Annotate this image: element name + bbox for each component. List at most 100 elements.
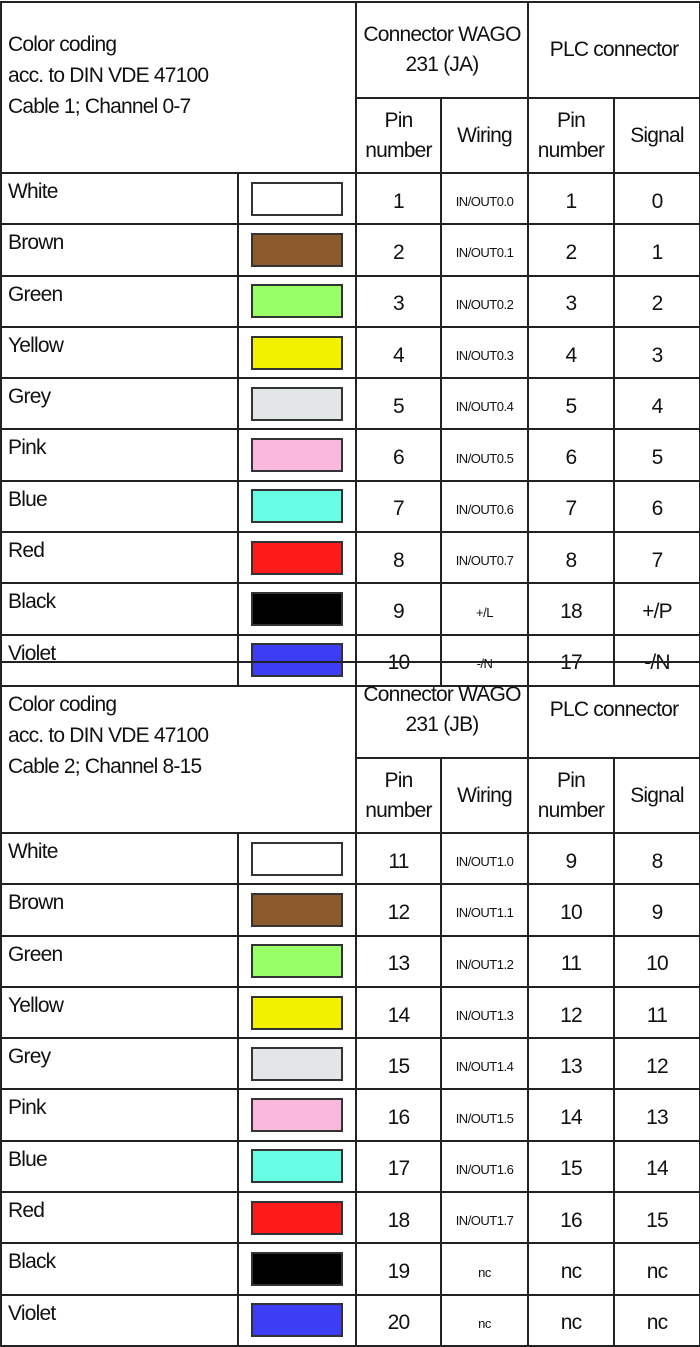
plc-pin-number: 4 [527,325,615,380]
color-swatch [251,1098,343,1133]
color-swatch-cell [237,883,357,937]
wiring: IN/OUT0.0 [440,171,529,226]
pin-number: 2 [355,223,442,277]
wiring: IN/OUT0.1 [440,223,529,277]
plc-pin-number: 3 [527,274,615,328]
plc-pin-number: 5 [527,377,615,431]
pin-number: 16 [355,1088,442,1142]
signal: 11 [612,985,700,1040]
table-row: Red 18 IN/OUT1.7 16 15 [0,1191,700,1245]
wiring: IN/OUT1.0 [440,831,529,886]
table-row: Green 13 IN/OUT1.2 11 10 [0,934,700,988]
color-swatch-cell [237,985,357,1040]
color-name: Red [0,531,239,585]
color-swatch [251,284,343,319]
plc-header: PLC connector [526,1,700,99]
pin-number-header: Pin number [355,97,442,174]
color-swatch [251,540,343,575]
pin-number: 19 [355,1242,442,1296]
wiring: nc [440,1242,529,1296]
color-name: Brown [0,223,239,277]
color-swatch [251,386,343,421]
color-name: Green [0,934,239,988]
plc-pin-number-header: Pin number [527,757,615,834]
color-swatch [251,1303,343,1338]
signal: 10 [612,934,700,988]
signal: nc [612,1242,700,1296]
pin-number: 20 [355,1293,442,1347]
color-name: Yellow [0,985,239,1040]
color-swatch [251,438,343,473]
wiring: IN/OUT0.6 [440,479,529,534]
signal: 2 [612,274,700,328]
table-row: Red 8 IN/OUT0.7 8 7 [0,531,700,585]
signal: 15 [612,1191,700,1245]
plc-pin-number: 12 [527,985,615,1040]
table-row: Black 19 nc nc nc [0,1242,700,1296]
connector-header: Connector WAGO 231 (JA) [355,1,529,99]
title-line: Color coding [8,693,117,716]
title-line: Cable 1; Channel 0-7 [8,95,191,118]
signal: 12 [612,1037,700,1091]
plc-pin-number: 18 [527,582,615,636]
table-row: Pink 16 IN/OUT1.5 14 13 [0,1088,700,1142]
color-name: Green [0,274,239,328]
color-name: Blue [0,479,239,534]
color-coding-table-cable-2: Color coding acc. to DIN VDE 47100 Cable 2… [0,661,700,1347]
color-name: Grey [0,1037,239,1091]
signal: nc [612,1293,700,1347]
plc-pin-number: 8 [527,531,615,585]
color-name: Red [0,1191,239,1245]
wiring: +/L [440,582,529,636]
color-name: Grey [0,377,239,431]
wiring: IN/OUT0.2 [440,274,529,328]
signal: 1 [612,223,700,277]
color-name: Pink [0,1088,239,1142]
color-swatch-cell [237,325,357,380]
wiring: IN/OUT0.4 [440,377,529,431]
table-row: Brown 2 IN/OUT0.1 2 1 [0,223,700,277]
color-swatch [251,232,343,267]
signal: 8 [612,831,700,886]
color-name: Yellow [0,325,239,380]
pin-number-header: Pin number [355,757,442,834]
signal: 13 [612,1088,700,1142]
table-row: Grey 5 IN/OUT0.4 5 4 [0,377,700,431]
color-swatch-cell [237,1242,357,1296]
color-name: Blue [0,1139,239,1194]
wiring: IN/OUT1.6 [440,1139,529,1194]
pin-number: 9 [355,582,442,636]
table-row: Blue 7 IN/OUT0.6 7 6 [0,479,700,534]
signal: 14 [612,1139,700,1194]
color-swatch [251,1200,343,1235]
color-swatch [251,892,343,927]
title-line: Color coding [8,33,117,56]
color-swatch [251,181,343,216]
color-swatch-cell [237,274,357,328]
plc-pin-number: 2 [527,223,615,277]
table-title: Color coding acc. to DIN VDE 47100 Cable 2… [0,661,357,834]
table-row: Black 9 +/L 18 +/P [0,582,700,636]
wiring: IN/OUT0.7 [440,531,529,585]
color-swatch-cell [237,1088,357,1142]
plc-pin-number: 6 [527,428,615,482]
signal: 3 [612,325,700,380]
plc-pin-number: 10 [527,883,615,937]
plc-pin-number: 9 [527,831,615,886]
pin-number: 8 [355,531,442,585]
table-row: Violet 20 nc nc nc [0,1293,700,1347]
color-name: Pink [0,428,239,482]
wiring: IN/OUT0.5 [440,428,529,482]
signal-header: Signal [612,97,700,174]
wiring: nc [440,1293,529,1347]
pin-number: 1 [355,171,442,226]
wiring-header: Wiring [440,757,529,834]
pin-number: 15 [355,1037,442,1091]
plc-pin-number: nc [527,1293,615,1347]
pin-number: 5 [355,377,442,431]
connector-header: Connector WAGO 231 (JB) [355,661,529,759]
plc-pin-number: 14 [527,1088,615,1142]
plc-pin-number-header: Pin number [527,97,615,174]
wiring-header: Wiring [440,97,529,174]
signal: 6 [612,479,700,534]
